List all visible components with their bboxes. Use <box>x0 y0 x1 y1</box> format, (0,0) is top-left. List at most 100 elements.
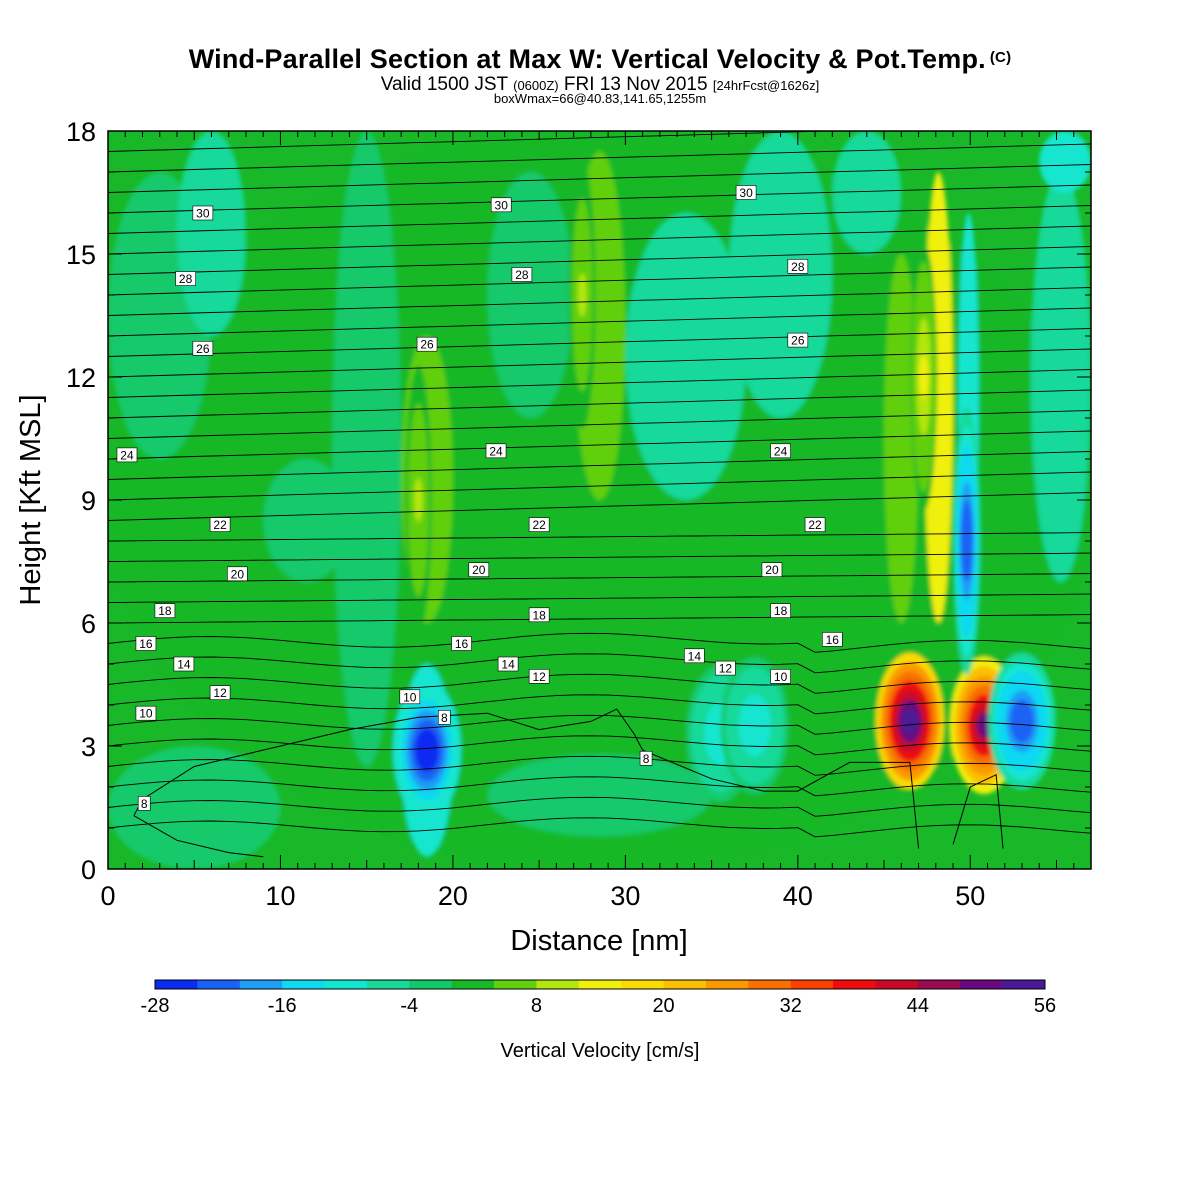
theta-contour <box>108 532 1091 542</box>
colorbar-tick-label: -4 <box>400 995 418 1017</box>
theta-label-text: 24 <box>120 448 134 462</box>
theta-contour <box>108 131 841 152</box>
velocity-feature <box>577 273 587 317</box>
theta-label-box <box>485 443 507 459</box>
theta-contour <box>108 614 1091 624</box>
theta-label-text: 26 <box>791 334 805 348</box>
theta-label: 14 <box>497 656 519 672</box>
theta-label-box <box>639 750 653 766</box>
theta-contour <box>108 573 1091 583</box>
plot-area <box>108 131 1091 869</box>
theta-contour <box>108 492 1091 521</box>
y-tick-label: 12 <box>66 363 96 393</box>
theta-label-box <box>209 517 231 532</box>
theta-label-text: 22 <box>808 518 822 532</box>
theta-label-box <box>137 796 151 811</box>
theta-label-box <box>804 517 826 532</box>
theta-label-box <box>822 632 843 647</box>
colorbar-tick-label: 56 <box>1034 995 1056 1017</box>
valid-time: Valid 1500 JST <box>380 74 508 95</box>
theta-contour <box>108 653 1091 674</box>
field-cell <box>1030 172 1091 582</box>
theta-label-box <box>192 340 214 356</box>
theta-contour-8b <box>133 815 264 858</box>
colorbar-swatch <box>155 980 198 989</box>
theta-label-box <box>770 443 791 459</box>
theta-label-text: 8 <box>441 711 448 725</box>
x-tick-label: 10 <box>265 881 295 911</box>
theta-contour <box>108 430 1091 460</box>
theta-label: 16 <box>822 632 843 647</box>
theta-label: 28 <box>175 271 196 286</box>
theta-contour <box>108 817 1091 838</box>
theta-label: 22 <box>209 517 231 532</box>
x-tick-label: 20 <box>438 881 468 911</box>
theta-label-box <box>209 685 231 701</box>
theta-label: 8 <box>639 750 653 766</box>
velocity-feature <box>919 355 929 399</box>
theta-contour <box>108 246 1091 275</box>
colorbar-swatch <box>790 980 834 989</box>
theta-contour-8c <box>952 773 1004 849</box>
theta-contour <box>108 287 1091 316</box>
colorbar-swatch <box>578 980 622 989</box>
theta-label-box <box>735 185 757 200</box>
x-tick-label: 30 <box>610 881 640 911</box>
theta-label: 20 <box>468 562 490 577</box>
theta-label: 12 <box>528 668 550 684</box>
theta-label-text: 24 <box>774 444 788 458</box>
field-cell <box>108 746 281 869</box>
theta-label-text: 12 <box>213 686 227 700</box>
theta-label: 10 <box>135 705 157 721</box>
valid-time-utc: (0600Z) <box>513 78 559 93</box>
theta-contour-8 <box>133 708 920 849</box>
theta-label: 30 <box>735 185 757 200</box>
theta-label-box <box>715 660 736 676</box>
theta-label-text: 20 <box>472 563 486 577</box>
y-tick-label: 9 <box>81 486 96 516</box>
theta-label-text: 26 <box>196 342 210 356</box>
colorbar-tick-label: 20 <box>652 995 674 1017</box>
forecast-run: [24hrFcst@1626z] <box>712 78 820 93</box>
colorbar-swatch <box>282 980 326 989</box>
theta-contour <box>108 796 1091 817</box>
theta-label-box <box>175 271 196 286</box>
theta-contour <box>108 266 1091 296</box>
theta-label-text: 20 <box>765 563 779 577</box>
theta-label: 24 <box>770 443 791 459</box>
box-wmax-label: boxWmax=66@40.83,141.65,1255m <box>493 91 707 106</box>
velocity-feature <box>413 478 423 522</box>
theta-label-text: 22 <box>213 518 227 532</box>
x-axis-title: Distance [nm] <box>510 925 687 957</box>
theta-contour <box>108 694 1091 715</box>
colorbar-swatch <box>748 980 792 989</box>
velocity-feature <box>962 519 972 563</box>
velocity-feature <box>1014 709 1030 734</box>
theta-label-box <box>154 603 176 619</box>
theta-label: 12 <box>715 660 736 676</box>
theta-label-box <box>416 336 438 352</box>
colorbar-tick-label: 32 <box>780 995 802 1017</box>
colorbar-swatch <box>409 980 453 989</box>
field-cell <box>625 213 747 500</box>
theta-label: 14 <box>684 648 705 663</box>
colorbar-swatch <box>451 980 495 989</box>
x-tick-label: 0 <box>100 881 115 911</box>
theta-label: 10 <box>770 668 791 684</box>
theta-label-box <box>770 668 791 684</box>
theta-label-text: 22 <box>532 518 546 532</box>
velocity-feature <box>976 713 992 738</box>
theta-label-box <box>511 267 533 282</box>
theta-label: 18 <box>770 603 791 618</box>
theta-label-box <box>227 566 248 582</box>
colorbar-title: Vertical Velocity [cm/s] <box>501 1040 700 1062</box>
colorbar-swatch <box>705 980 749 989</box>
theta-contour <box>108 755 1091 776</box>
theta-contour <box>108 348 1091 378</box>
theta-label: 10 <box>399 689 421 704</box>
theta-label-text: 16 <box>139 637 153 651</box>
theta-label-box <box>451 636 472 651</box>
theta-label: 8 <box>437 709 451 725</box>
theta-label-text: 30 <box>739 186 753 200</box>
